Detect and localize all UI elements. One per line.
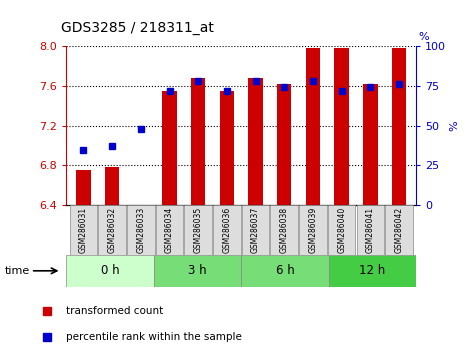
- Y-axis label: %: %: [449, 120, 459, 131]
- Bar: [328, 205, 355, 255]
- Bar: [385, 205, 413, 255]
- Text: 0 h: 0 h: [101, 264, 119, 277]
- Bar: [220, 91, 234, 205]
- Text: GDS3285 / 218311_at: GDS3285 / 218311_at: [61, 21, 214, 35]
- Bar: [329, 255, 416, 287]
- Text: transformed count: transformed count: [66, 306, 164, 316]
- Text: GSM286039: GSM286039: [308, 207, 317, 253]
- Bar: [241, 255, 329, 287]
- Bar: [127, 205, 155, 255]
- Text: GSM286031: GSM286031: [79, 207, 88, 253]
- Bar: [76, 171, 91, 205]
- Text: 6 h: 6 h: [276, 264, 294, 277]
- Bar: [184, 205, 212, 255]
- Text: GSM286033: GSM286033: [136, 207, 145, 253]
- Text: GSM286037: GSM286037: [251, 207, 260, 253]
- Bar: [306, 48, 320, 205]
- Text: GSM286038: GSM286038: [280, 207, 289, 253]
- Text: 3 h: 3 h: [188, 264, 207, 277]
- Bar: [213, 205, 241, 255]
- Bar: [105, 167, 119, 205]
- Text: %: %: [419, 33, 429, 42]
- Bar: [242, 205, 269, 255]
- Bar: [66, 255, 154, 287]
- Text: GSM286032: GSM286032: [108, 207, 117, 253]
- Bar: [98, 205, 126, 255]
- Bar: [248, 78, 263, 205]
- Text: GSM286042: GSM286042: [394, 207, 403, 253]
- Bar: [357, 205, 384, 255]
- Text: GSM286036: GSM286036: [222, 207, 231, 253]
- Text: GSM286040: GSM286040: [337, 207, 346, 253]
- Bar: [156, 205, 183, 255]
- Bar: [154, 255, 241, 287]
- Bar: [70, 205, 97, 255]
- Text: GSM286034: GSM286034: [165, 207, 174, 253]
- Text: GSM286041: GSM286041: [366, 207, 375, 253]
- Bar: [299, 205, 327, 255]
- Bar: [334, 48, 349, 205]
- Text: 12 h: 12 h: [359, 264, 385, 277]
- Bar: [162, 91, 177, 205]
- Text: time: time: [5, 266, 30, 276]
- Bar: [271, 205, 298, 255]
- Bar: [392, 48, 406, 205]
- Text: GSM286035: GSM286035: [194, 207, 203, 253]
- Bar: [191, 78, 205, 205]
- Bar: [363, 84, 377, 205]
- Text: percentile rank within the sample: percentile rank within the sample: [66, 332, 242, 342]
- Bar: [277, 84, 291, 205]
